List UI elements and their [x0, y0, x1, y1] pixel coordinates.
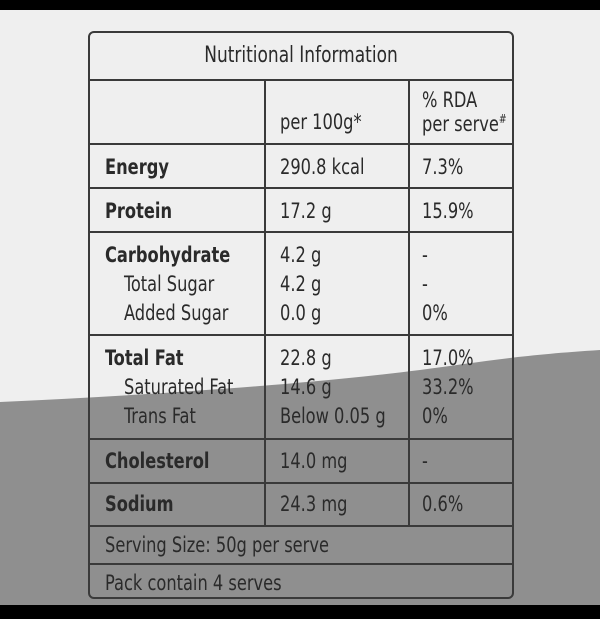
pack-contents-text: Pack contain 4 serves — [105, 571, 282, 595]
column-rule-1 — [264, 79, 266, 525]
rule-below-fat — [90, 438, 512, 440]
row-cholesterol-name: Cholesterol — [105, 449, 210, 473]
rule-below-title — [90, 79, 512, 81]
photo-background: Nutritional Information per 100g* % RDA … — [0, 10, 600, 605]
row-saturated-fat-name: Saturated Fat — [124, 375, 234, 399]
row-total-fat-name: Total Fat — [105, 346, 184, 370]
row-saturated-fat-rda: 33.2% — [422, 375, 474, 399]
rule-below-carbohydrate — [90, 334, 512, 336]
header-rda-line2: per serve# — [422, 112, 507, 136]
row-added-sugar-value: 0.0 g — [280, 301, 322, 325]
rule-below-header — [90, 143, 512, 145]
row-sodium-value: 24.3 mg — [280, 492, 348, 516]
row-cholesterol-value: 14.0 mg — [280, 449, 348, 473]
row-saturated-fat-value: 14.6 g — [280, 375, 332, 399]
row-sodium-rda: 0.6% — [422, 492, 464, 516]
rule-below-sodium — [90, 525, 512, 527]
lower-shadow — [0, 350, 600, 605]
bottom-black-band — [0, 605, 600, 619]
rule-below-energy — [90, 187, 512, 189]
row-carbohydrate-rda: - — [422, 243, 428, 267]
header-rda-line1: % RDA — [422, 88, 478, 112]
rda-footnote-mark: # — [498, 112, 507, 126]
rule-below-cholesterol — [90, 482, 512, 484]
row-total-fat-rda: 17.0% — [422, 346, 474, 370]
row-added-sugar-name: Added Sugar — [124, 301, 229, 325]
row-energy-name: Energy — [105, 155, 169, 179]
column-rule-2 — [408, 79, 410, 525]
row-sodium-name: Sodium — [105, 492, 174, 516]
row-total-sugar-name: Total Sugar — [124, 272, 215, 296]
row-trans-fat-value: Below 0.05 g — [280, 404, 386, 428]
rule-below-serving — [90, 563, 512, 565]
top-black-band — [0, 0, 600, 10]
row-total-fat-value: 22.8 g — [280, 346, 332, 370]
header-per-100g: per 100g* — [280, 110, 362, 134]
row-total-sugar-value: 4.2 g — [280, 272, 322, 296]
row-carbohydrate-value: 4.2 g — [280, 243, 322, 267]
rule-below-protein — [90, 231, 512, 233]
row-protein-rda: 15.9% — [422, 199, 474, 223]
row-protein-name: Protein — [105, 199, 173, 223]
row-total-sugar-rda: - — [422, 272, 428, 296]
row-trans-fat-rda: 0% — [422, 404, 448, 428]
row-added-sugar-rda: 0% — [422, 301, 448, 325]
nutrition-table: Nutritional Information per 100g* % RDA … — [88, 31, 514, 599]
row-trans-fat-name: Trans Fat — [124, 404, 196, 428]
row-carbohydrate-name: Carbohydrate — [105, 243, 231, 267]
row-protein-value: 17.2 g — [280, 199, 332, 223]
row-energy-rda: 7.3% — [422, 155, 464, 179]
row-cholesterol-rda: - — [422, 449, 428, 473]
serving-size-text: Serving Size: 50g per serve — [105, 533, 329, 557]
table-title: Nutritional Information — [204, 43, 398, 68]
row-energy-value: 290.8 kcal — [280, 155, 365, 179]
